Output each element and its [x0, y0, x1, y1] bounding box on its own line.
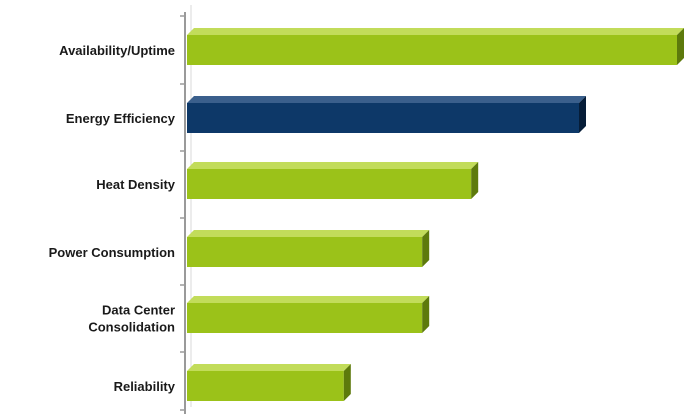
axis-layer [180, 5, 192, 414]
category-label-3: Power Consumption [49, 245, 175, 260]
category-label-4-line-1: Consolidation [88, 320, 175, 335]
category-labels: Availability/Uptime Energy Efficiency Heat… [49, 43, 176, 394]
bars-layer [187, 28, 684, 401]
bar-5-top [187, 364, 351, 371]
bar-4-top [187, 296, 430, 303]
bar-0-end [677, 28, 684, 65]
bar-4 [187, 296, 430, 333]
category-label-0: Availability/Uptime [59, 43, 175, 58]
bar-3 [187, 230, 430, 267]
bar-4-end [422, 296, 430, 333]
category-label-0-line-0: Availability/Uptime [59, 43, 175, 58]
bar-0 [187, 28, 684, 65]
category-label-1-line-0: Energy Efficiency [66, 111, 176, 126]
bar-1-front [187, 103, 579, 133]
category-label-4: Data Center Consolidation [88, 303, 175, 335]
bar-1 [187, 96, 586, 133]
bar-1-end [579, 96, 586, 133]
bar-2 [187, 162, 479, 199]
bar-2-front [187, 169, 472, 199]
category-label-3-line-0: Power Consumption [49, 245, 175, 260]
category-label-4-line-0: Data Center [102, 303, 175, 318]
bar-5-front [187, 371, 344, 401]
category-label-5-line-0: Reliability [114, 379, 176, 394]
bar-4-front [187, 303, 423, 333]
bar-0-front [187, 35, 677, 65]
category-label-2-line-0: Heat Density [96, 177, 176, 192]
bar-5-end [343, 364, 351, 401]
bar-3-front [187, 237, 423, 267]
bar-2-end [471, 162, 479, 199]
bar-5 [187, 364, 351, 401]
category-label-5: Reliability [114, 379, 176, 394]
bar-1-top [187, 96, 586, 103]
bar-3-end [422, 230, 430, 267]
category-label-2: Heat Density [96, 177, 176, 192]
bar-0-top [187, 28, 684, 35]
bar-3-top [187, 230, 430, 237]
category-label-1: Energy Efficiency [66, 111, 176, 126]
bar-2-top [187, 162, 479, 169]
